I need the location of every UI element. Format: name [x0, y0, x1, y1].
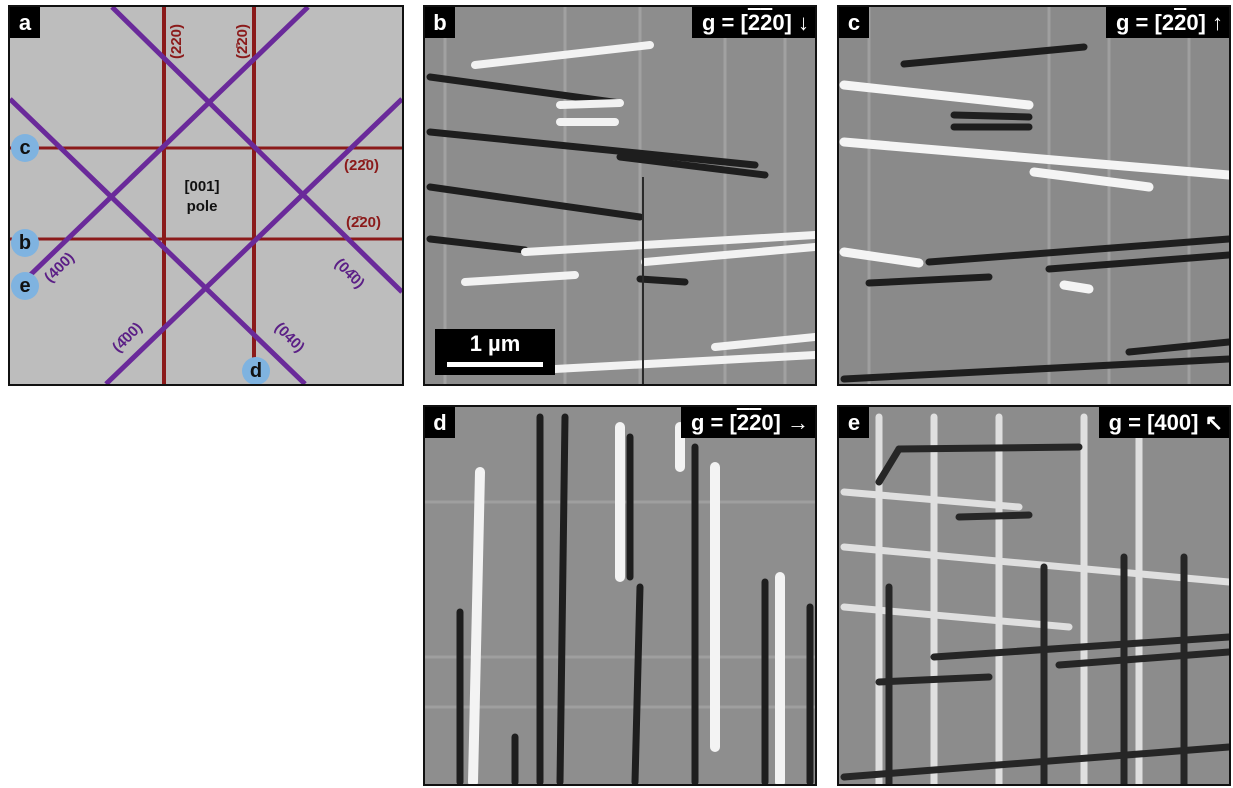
purple-trace-diag-4: [104, 97, 402, 384]
g-vector-label: g = [220] ↓: [691, 7, 815, 38]
purple-trace-diag-2: [10, 97, 307, 384]
panel-e-micrograph: e g = [400] ↖: [837, 405, 1231, 786]
micrograph-d: [425, 407, 815, 784]
panel-a-diagram: a [001] pole (220) (2̄20) (22̄0) (2̄20) …: [8, 5, 404, 386]
scale-bar: 1 µm: [435, 329, 555, 375]
plane-label-red-h-bottom: (2̄20): [346, 214, 382, 231]
marker-b: b: [11, 229, 39, 257]
panel-label: e: [839, 407, 869, 438]
pole-label: [001] pole: [152, 177, 252, 217]
panel-c-micrograph: c g = [220] ↑: [837, 5, 1231, 386]
plane-label-red-h-top: (22̄0): [344, 157, 380, 174]
scale-bar-text: 1 µm: [469, 331, 521, 356]
panel-label: d: [425, 407, 455, 438]
g-vector-text: g = [400]: [1108, 410, 1199, 435]
panel-d-micrograph: d g = [220] →: [423, 405, 817, 786]
scale-bar-line: [447, 362, 543, 367]
plane-label-red-v-left: (220): [168, 23, 185, 59]
g-vector-label: g = [220] ↑: [1105, 7, 1229, 38]
micrograph-e: [839, 407, 1229, 784]
purple-trace-diag-3: [22, 7, 310, 283]
micrograph-c: [839, 7, 1229, 384]
micrograph-b: [425, 7, 815, 384]
panel-label: c: [839, 7, 869, 38]
marker-c: c: [11, 134, 39, 162]
plane-label-red-v-right: (2̄20): [234, 23, 251, 59]
pole-line-2: pole: [186, 198, 218, 215]
g-vector-arrow: ↖: [1204, 410, 1223, 435]
g-vector-label: g = [400] ↖: [1098, 407, 1229, 438]
marker-e: e: [11, 272, 39, 300]
plane-trace-lines: [10, 7, 402, 384]
panel-label: a: [10, 7, 40, 38]
g-vector-label: g = [220] →: [680, 407, 815, 438]
marker-d: d: [242, 357, 270, 384]
purple-trace-diag-1: [110, 7, 402, 294]
panel-label: b: [425, 7, 455, 38]
pole-line-1: [001]: [184, 178, 220, 195]
panel-b-micrograph: b g = [220] ↓ 1 µm: [423, 5, 817, 386]
